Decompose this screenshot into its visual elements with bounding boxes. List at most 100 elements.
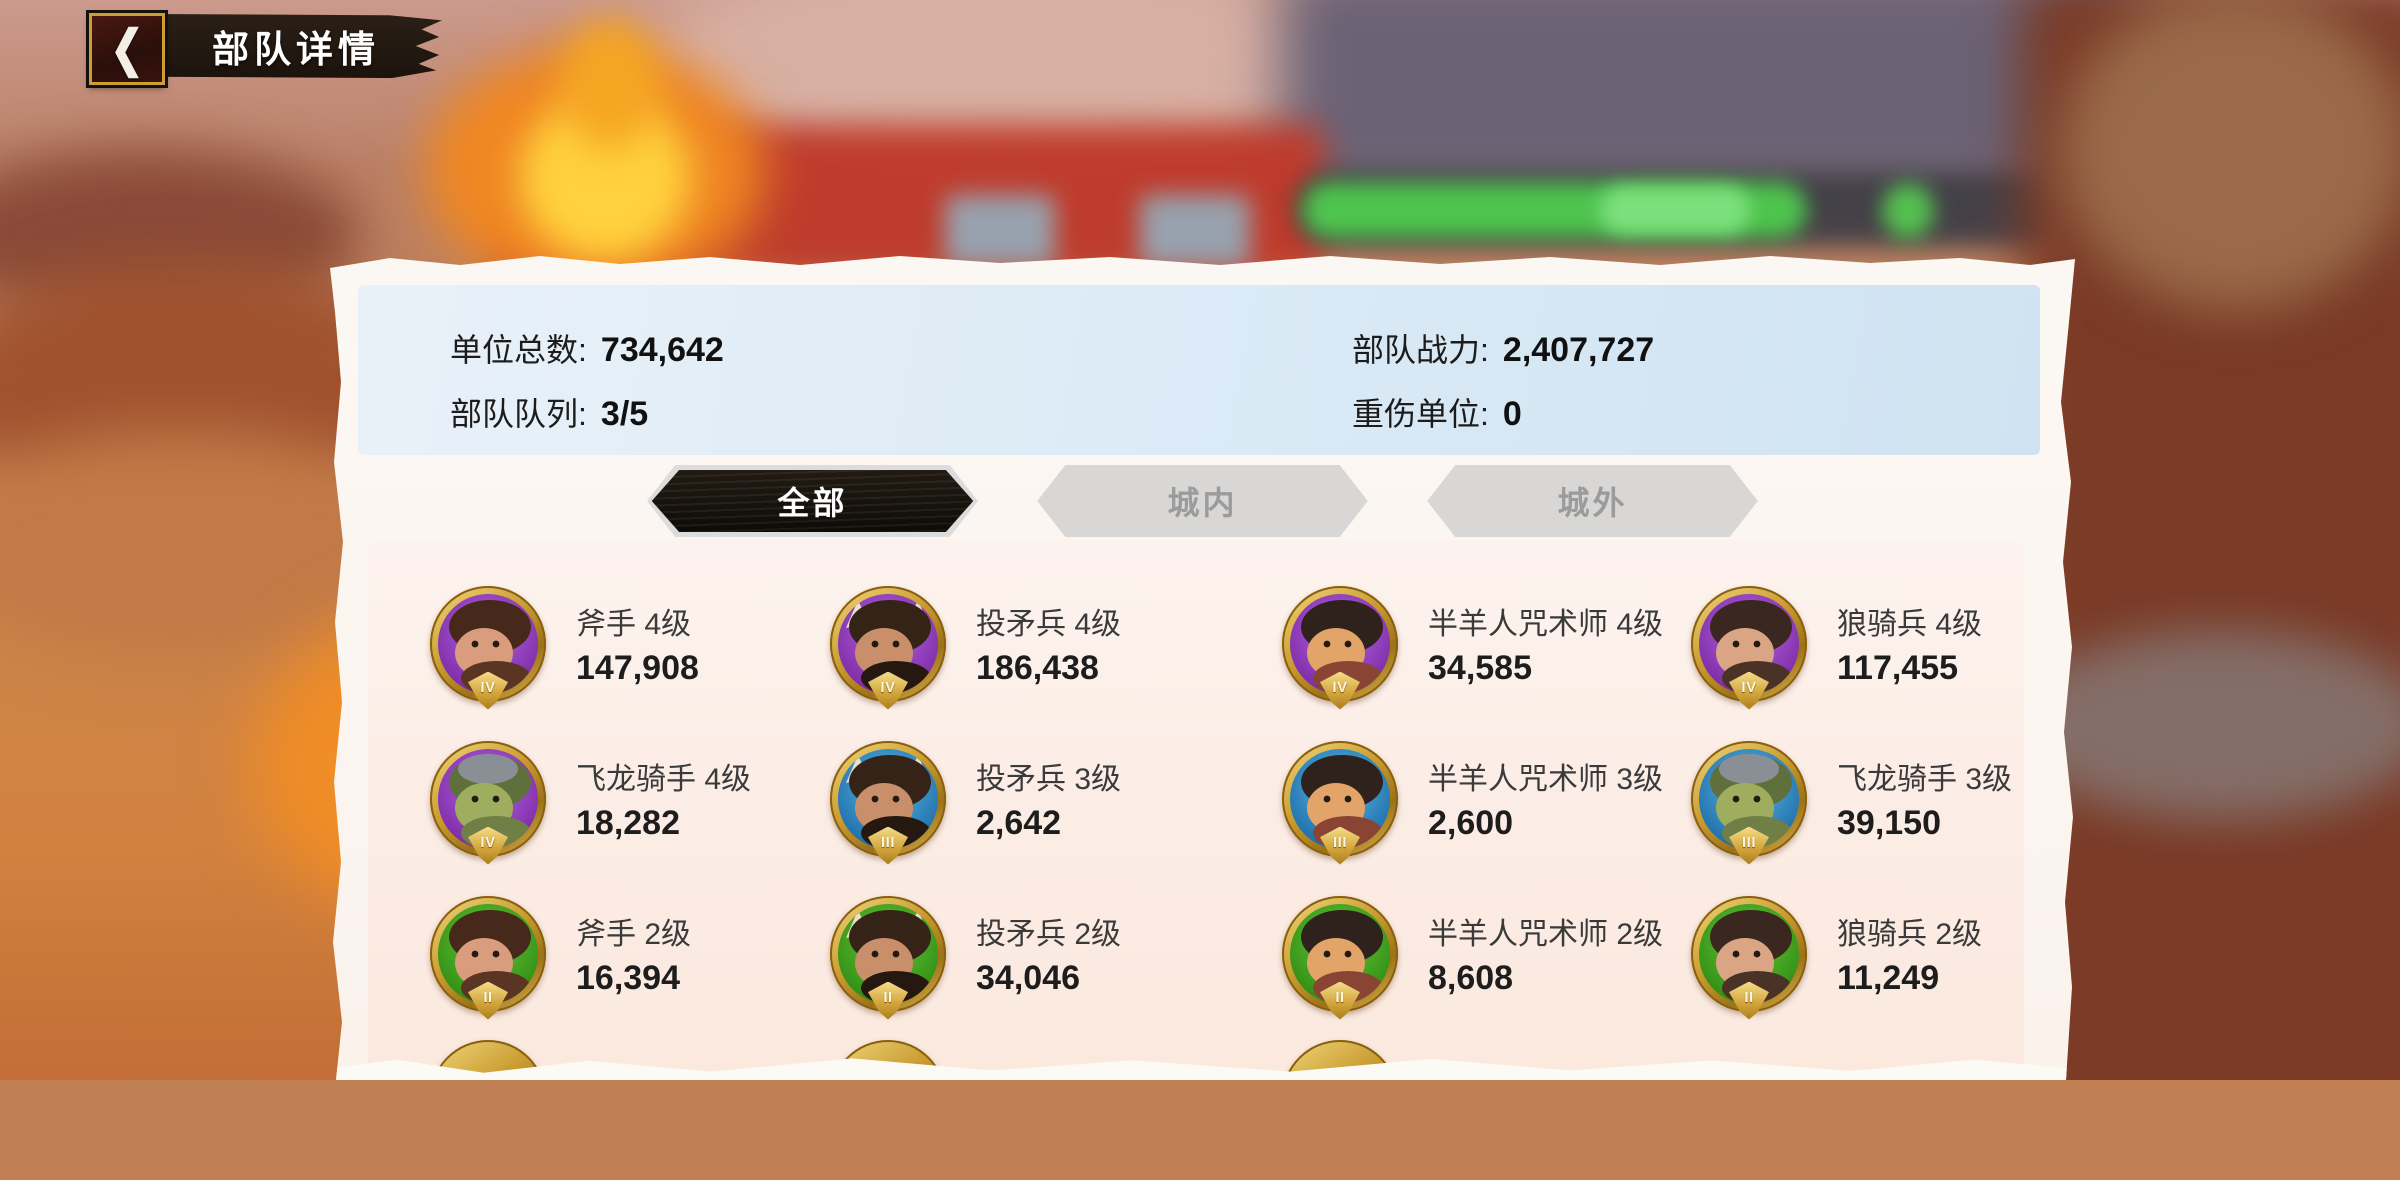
unit-count: 147,908 (576, 649, 699, 687)
unit-icon: II (1282, 895, 1398, 1020)
unit-item[interactable]: III 投矛兵 3级 2,642 (768, 721, 1220, 876)
unit-count: 39,150 (1837, 804, 1941, 842)
tier-numeral: II (483, 989, 493, 1006)
tab-label: 城外 (1557, 485, 1628, 521)
unit-icon: III (830, 740, 946, 865)
tab-label: 全部 (777, 485, 848, 521)
unit-name: 飞龙骑手 3级 (1837, 763, 2013, 796)
unit-icon: II (1691, 895, 1807, 1020)
unit-count: 8,608 (1428, 959, 1514, 997)
back-button[interactable]: ❮ (89, 13, 165, 85)
unit-count: 18,282 (576, 804, 680, 842)
chevron-left-icon: ❮ (110, 21, 144, 77)
unit-name: 斧手 4级 (576, 608, 692, 641)
unit-item[interactable]: IV 投矛兵 4级 186,438 (768, 566, 1220, 721)
unit-count: 11,249 (1837, 959, 1940, 997)
rock-blur (2060, 0, 2400, 310)
unit-item[interactable]: III 飞龙骑手 3级 39,150 (1629, 721, 2024, 876)
unit-item[interactable]: II 半羊人咒术师 2级 8,608 (1220, 876, 1663, 1031)
spearman-portrait (838, 903, 938, 1004)
building-door-blur (1140, 195, 1250, 267)
stat-value: 734,642 (600, 331, 724, 369)
page-title-banner: 部队详情 (150, 14, 442, 78)
tier-numeral: III (1741, 834, 1756, 851)
unit-icon: II (830, 895, 946, 1020)
unit-count: 186,438 (976, 649, 1099, 687)
unit-item[interactable]: II 狼骑兵 2级 11,249 (1629, 876, 2024, 1031)
stat-label: 部队战力: (1352, 332, 1489, 368)
axeman-portrait (438, 593, 538, 694)
unit-item[interactable]: IV 飞龙骑手 4级 18,282 (368, 721, 768, 876)
tier-numeral: IV (480, 834, 496, 851)
unit-icon: II (430, 895, 546, 1020)
unit-name: 半羊人咒术师 4级 (1428, 608, 1664, 641)
unit-icon: IV (830, 585, 946, 710)
unit-icon: III (1282, 740, 1398, 865)
tier-numeral: IV (880, 679, 896, 696)
unit-grid: IV 斧手 4级 147,908 IV 投矛兵 4级 186,438 IV 半羊… (368, 566, 2024, 1031)
spearman-portrait (838, 748, 938, 849)
unit-item[interactable]: III 半羊人咒术师 3级 2,600 (1220, 721, 1663, 876)
spearman-portrait (838, 593, 938, 694)
stat-value: 0 (1502, 395, 1522, 433)
tier-numeral: III (880, 834, 895, 851)
building-door-blur (945, 195, 1055, 267)
unit-name: 狼骑兵 2级 (1837, 918, 1983, 951)
unit-name: 投矛兵 2级 (976, 918, 1122, 951)
health-bar-blur (1600, 186, 1750, 234)
tier-numeral: II (883, 989, 893, 1006)
unit-name: 半羊人咒术师 2级 (1428, 918, 1664, 951)
tier-numeral: IV (1332, 679, 1348, 696)
unit-icon: IV (430, 740, 546, 865)
stat-row: 部队战力: 2,407,727 (1352, 325, 1654, 371)
unit-item[interactable]: IV 半羊人咒术师 4级 34,585 (1220, 566, 1663, 721)
unit-icon: IV (1691, 585, 1807, 710)
wyvernrider-portrait (1699, 748, 1799, 849)
stat-row: 重伤单位: 0 (1352, 389, 1522, 435)
wolfrider-portrait (1699, 903, 1799, 1004)
unit-name: 投矛兵 4级 (976, 608, 1122, 641)
unit-name: 狼骑兵 4级 (1837, 608, 1983, 641)
satyr-portrait (1290, 903, 1390, 1004)
tab-label: 城内 (1167, 485, 1238, 521)
stat-value: 2,407,727 (1502, 331, 1655, 369)
page-title: 部队详情 (212, 29, 380, 70)
tab-inactive[interactable]: 城内 (1037, 465, 1368, 537)
stats-band: 单位总数: 734,642 部队队列: 3/5 部队战力: 2,407,727 … (358, 285, 2040, 455)
unit-name: 投矛兵 3级 (976, 763, 1122, 796)
stat-row: 单位总数: 734,642 (450, 325, 724, 371)
tier-numeral: II (1335, 989, 1345, 1006)
health-bar-blur (1882, 183, 1934, 239)
unit-count: 117,455 (1837, 649, 1959, 687)
stat-row: 部队队列: 3/5 (450, 389, 648, 435)
unit-count: 34,046 (976, 959, 1080, 997)
tab-inactive[interactable]: 城外 (1427, 465, 1758, 537)
unit-item[interactable]: II 斧手 2级 16,394 (368, 876, 768, 1031)
unit-icon-partial (1282, 1040, 1398, 1080)
unit-name: 斧手 2级 (576, 918, 692, 951)
tab-bar: 全部 城内 城外 (330, 465, 2075, 537)
unit-item[interactable]: IV 斧手 4级 147,908 (368, 566, 768, 721)
unit-icon: IV (1282, 585, 1398, 710)
unit-list-area: IV 斧手 4级 147,908 IV 投矛兵 4级 186,438 IV 半羊… (368, 540, 2024, 1080)
unit-icon: IV (430, 585, 546, 710)
unit-count: 2,642 (976, 804, 1062, 842)
unit-item[interactable]: II 投矛兵 2级 34,046 (768, 876, 1220, 1031)
stat-label: 部队队列: (450, 396, 587, 432)
unit-icon: III (1691, 740, 1807, 865)
unit-count: 34,585 (1428, 649, 1532, 687)
unit-name: 飞龙骑手 4级 (576, 763, 752, 796)
tier-numeral: II (1744, 989, 1754, 1006)
fire-blur (560, 20, 660, 150)
troop-details-panel: 单位总数: 734,642 部队队列: 3/5 部队战力: 2,407,727 … (330, 256, 2075, 1080)
unit-item[interactable]: IV 狼骑兵 4级 117,455 (1629, 566, 2024, 721)
unit-count: 2,600 (1428, 804, 1514, 842)
tab-active[interactable]: 全部 (647, 465, 978, 537)
unit-count: 16,394 (576, 959, 680, 997)
tier-numeral: IV (1741, 679, 1757, 696)
tier-numeral: III (1332, 834, 1347, 851)
rock-blur (2010, 630, 2400, 820)
unit-icon-partial (830, 1040, 946, 1080)
stat-value: 3/5 (600, 395, 649, 433)
stat-label: 重伤单位: (1352, 396, 1489, 432)
